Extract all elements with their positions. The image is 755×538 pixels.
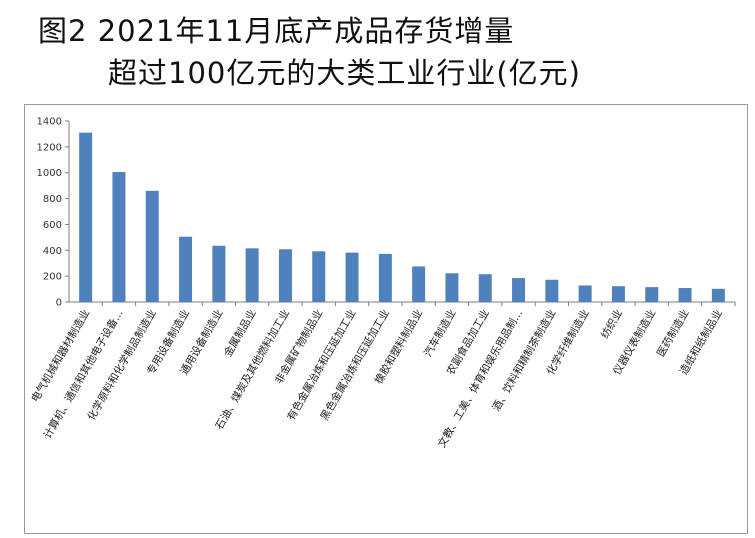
title-block: 图2 2021年11月底产成品存货增量 超过100亿元的大类工业行业(亿元) (0, 0, 755, 100)
x-category-label: 电气机械和器材制造业 (28, 307, 92, 404)
y-tick-label: 1000 (37, 168, 62, 179)
bar-17 (611, 286, 625, 302)
y-tick-label: 1200 (37, 142, 62, 153)
bar-6 (245, 248, 259, 302)
x-category-label: 酒、饮料和精制茶制造业 (489, 307, 558, 414)
chart-frame: 0 200 400 600 800 1000 1200 1400 电气机械和器材制造业 计算机、通… (24, 104, 748, 534)
y-tick-label: 800 (43, 194, 62, 205)
bar-3 (145, 190, 159, 302)
y-tick-label: 400 (43, 246, 62, 257)
x-category-label: 金属制品业 (221, 307, 259, 359)
bar-chart: 0200400600800100012001400电气机械和器材制造业计算机、通… (28, 117, 736, 450)
bar-8 (312, 251, 326, 302)
y-tick-label: 200 (43, 272, 62, 283)
bar-7 (278, 249, 292, 302)
y-tick-label: 1400 (37, 117, 62, 128)
bar-18 (645, 287, 659, 302)
bar-1 (79, 132, 93, 302)
y-tick-label: 0 (56, 298, 62, 309)
chart-title-line1: 图2 2021年11月底产成品存货增量 (38, 14, 515, 48)
bar-9 (345, 252, 359, 302)
bar-13 (478, 274, 492, 302)
x-category-label: 医药制造业 (654, 307, 692, 359)
bar-4 (179, 236, 193, 302)
y-tick-label: 600 (43, 220, 62, 231)
bar-10 (378, 253, 392, 302)
chart-title-line2: 超过100亿元的大类工业行业(亿元) (108, 56, 581, 90)
bar-2 (112, 172, 126, 302)
bar-5 (212, 245, 226, 302)
bar-19 (678, 288, 692, 302)
x-category-label: 纺织业 (598, 307, 625, 341)
bar-20 (711, 288, 725, 302)
x-category-label: 汽车制造业 (421, 307, 459, 359)
bar-11 (412, 266, 426, 302)
bar-15 (545, 279, 559, 302)
bar-14 (512, 278, 526, 302)
bar-16 (578, 285, 592, 302)
bar-12 (445, 273, 459, 302)
